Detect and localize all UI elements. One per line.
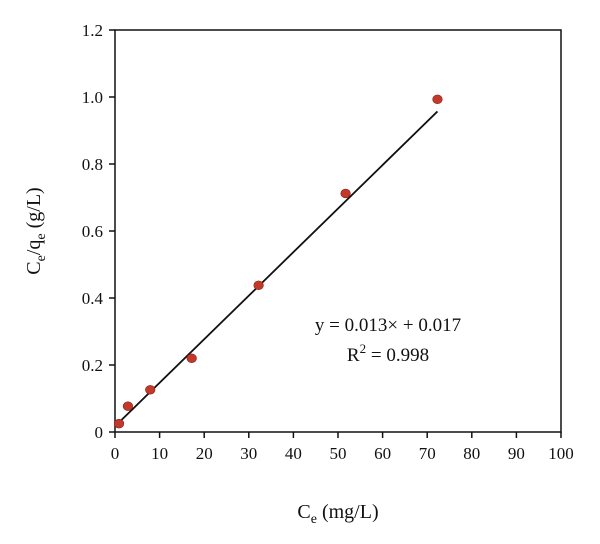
plot-frame xyxy=(114,29,562,433)
x-tick-label: 100 xyxy=(548,444,574,463)
y-axis-title: Ce/qe (g/L) xyxy=(23,187,49,274)
y-tick-label: 0.8 xyxy=(82,155,103,174)
y-axis-title-c: C xyxy=(23,261,45,274)
data-point xyxy=(122,401,134,411)
x-tick-label: 10 xyxy=(151,444,168,463)
x-axis-title-units: (mg/L) xyxy=(317,501,379,523)
y-tick-label: 1.0 xyxy=(82,88,103,107)
fit-line-group xyxy=(116,110,439,425)
x-tick-label: 80 xyxy=(463,444,480,463)
y-axis-ticks: 0 0.2 0.4 0.6 0.8 1.0 1.2 xyxy=(82,21,115,442)
y-tick-label: 0.4 xyxy=(82,289,104,308)
x-axis-title-main: C xyxy=(297,501,310,523)
equation-annotation: y = 0.013× + 0.017 xyxy=(315,315,461,336)
y-tick-label: 0 xyxy=(95,423,104,442)
r-squared-value: = 0.998 xyxy=(366,345,429,366)
data-point xyxy=(340,188,351,199)
y-axis-title-q: /q xyxy=(23,240,45,256)
y-axis-title-subscript-2: e xyxy=(34,233,49,239)
data-point xyxy=(432,94,443,105)
x-tick-label: 90 xyxy=(508,444,525,463)
data-point xyxy=(186,353,197,363)
y-tick-label: 0.6 xyxy=(82,222,103,241)
y-axis-title-units: (g/L) xyxy=(23,187,45,233)
y-axis-title-subscript-1: e xyxy=(34,255,49,261)
data-point xyxy=(145,385,156,395)
x-tick-label: 0 xyxy=(111,444,120,463)
data-points-group xyxy=(113,94,443,429)
x-axis-title: Ce (mg/L) xyxy=(297,501,378,527)
data-point xyxy=(113,418,125,429)
data-point xyxy=(253,280,264,290)
fit-line xyxy=(116,110,439,425)
r-squared-annotation: R2 = 0.998 xyxy=(347,341,429,366)
x-axis-title-subscript: e xyxy=(311,512,317,527)
x-axis-ticks: 0 10 20 30 40 50 60 70 80 90 100 xyxy=(111,432,574,463)
y-tick-label: 1.2 xyxy=(82,21,103,40)
r-squared-symbol: R xyxy=(347,345,360,366)
x-tick-label: 40 xyxy=(285,444,302,463)
r-squared-superscript: 2 xyxy=(360,341,367,356)
x-tick-label: 50 xyxy=(330,444,347,463)
y-tick-label: 0.2 xyxy=(82,356,103,375)
x-tick-label: 60 xyxy=(374,444,391,463)
x-tick-label: 30 xyxy=(240,444,257,463)
x-tick-label: 20 xyxy=(196,444,213,463)
x-tick-label: 70 xyxy=(419,444,436,463)
